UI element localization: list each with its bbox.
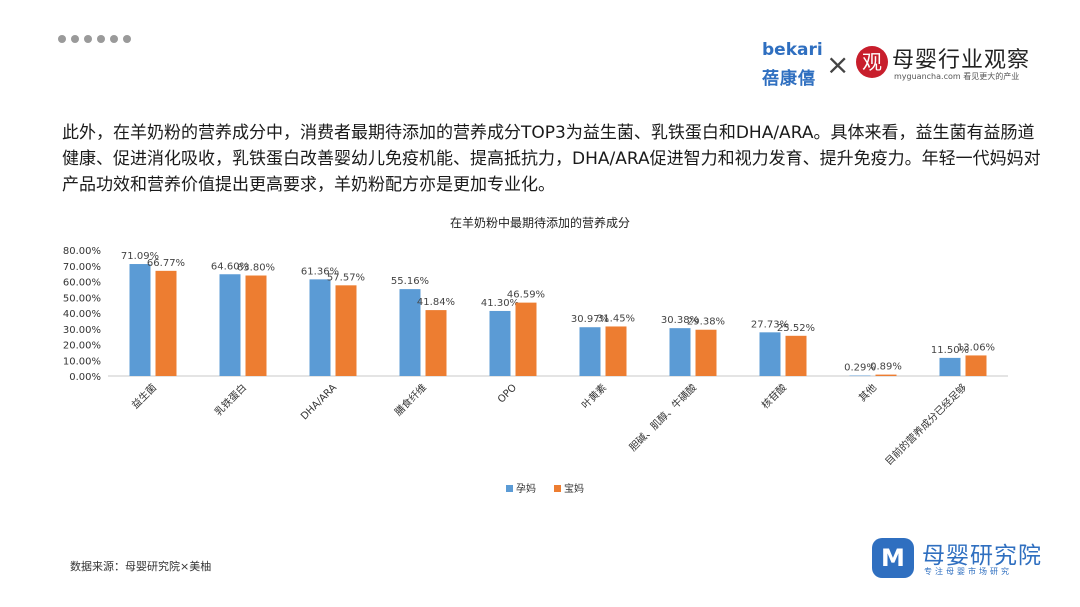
bar-series1	[399, 289, 421, 376]
intro-paragraph: 此外，在羊奶粉的营养成分中，消费者最期待添加的营养成分TOP3为益生菌、乳铁蛋白…	[62, 123, 1041, 195]
x-tick-label: 膳食纤维	[392, 381, 429, 418]
header-logos: bekari 蓓康僖 × 观 母婴行业观察 myguancha.com 看见更大…	[760, 40, 1050, 89]
x-tick-label: 胆碱、肌醇、牛磺酸	[626, 381, 699, 454]
bar-series1	[129, 264, 151, 376]
dot	[71, 35, 79, 43]
data-label: 13.06%	[957, 342, 995, 353]
bar-series2	[875, 374, 897, 376]
research-institute-logo-icon: M	[872, 538, 914, 578]
bar-series1	[669, 328, 691, 376]
times-sign: ×	[826, 48, 850, 81]
dot	[123, 35, 131, 43]
y-tick-label: 80.00%	[63, 246, 101, 257]
bar-series2	[965, 355, 987, 376]
legend-swatch	[506, 485, 513, 492]
bar-series1	[309, 279, 331, 376]
legend-label: 孕妈	[516, 482, 536, 495]
research-institute-name: 母婴研究院	[922, 543, 1042, 569]
bar-series1	[579, 327, 601, 376]
bar-series2	[785, 335, 807, 376]
data-label: 57.57%	[327, 272, 365, 283]
data-label: 66.77%	[147, 258, 185, 269]
data-label: 27.73%	[751, 319, 789, 330]
data-label: 41.30%	[481, 298, 519, 309]
data-label: 64.60%	[211, 261, 249, 272]
brand-name: 母婴行业观察	[892, 48, 1031, 73]
y-tick-label: 40.00%	[63, 309, 101, 320]
bar-series2	[425, 310, 447, 376]
data-label: 25.52%	[777, 323, 815, 334]
y-tick-label: 20.00%	[63, 341, 101, 352]
data-label: 41.84%	[417, 297, 455, 308]
bekari-logo-en: bekari	[762, 40, 823, 60]
data-label: 61.36%	[301, 266, 339, 277]
data-label: 30.97%	[571, 314, 609, 325]
chart-title: 在羊奶粉中最期待添加的营养成分	[450, 215, 630, 230]
data-label: 0.89%	[870, 362, 902, 373]
y-tick-label: 0.00%	[69, 372, 101, 383]
x-tick-label: 目前的营养成分已经足够	[882, 381, 969, 468]
bekari-logo: bekari 蓓康僖	[760, 40, 824, 89]
bar-series2	[155, 270, 177, 376]
bar-series2	[515, 302, 537, 376]
y-tick-label: 60.00%	[63, 278, 101, 289]
dot	[97, 35, 105, 43]
footer-logo: M 母婴研究院 专注母婴市场研究	[872, 536, 1052, 582]
bar-series1	[849, 375, 871, 377]
guancha-logo-icon: 观	[856, 46, 888, 78]
bar-series1	[219, 274, 241, 376]
x-tick-label: 叶黄素	[579, 381, 609, 411]
page-indicator-dots	[58, 35, 131, 43]
x-tick-label: OPO	[496, 382, 519, 405]
data-label: 29.38%	[687, 317, 725, 328]
y-tick-label: 30.00%	[63, 325, 101, 336]
dot	[58, 35, 66, 43]
bekari-logo-cn: 蓓康僖	[762, 69, 816, 89]
x-tick-label: DHA/ARA	[299, 382, 339, 422]
x-tick-label: 益生菌	[129, 381, 159, 411]
bar-series1	[939, 357, 961, 376]
bar-series2	[695, 329, 717, 376]
legend-label: 宝妈	[564, 482, 584, 495]
dot	[110, 35, 118, 43]
data-label: 31.45%	[597, 313, 635, 324]
legend-swatch	[554, 485, 561, 492]
data-label: 71.09%	[121, 251, 159, 262]
data-label: 30.38%	[661, 315, 699, 326]
x-tick-label: 乳铁蛋白	[212, 381, 249, 418]
bar-series2	[605, 326, 627, 376]
data-source: 数据来源：母婴研究院×美柚	[70, 560, 212, 573]
bar-series2	[335, 285, 357, 376]
y-tick-label: 70.00%	[63, 262, 101, 273]
y-tick-label: 50.00%	[63, 293, 101, 304]
y-tick-label: 10.00%	[63, 356, 101, 367]
data-label: 63.80%	[237, 263, 275, 274]
data-label: 46.59%	[507, 290, 545, 301]
bar-series1	[759, 332, 781, 376]
bar-series1	[489, 310, 511, 376]
bar-series2	[245, 275, 267, 376]
x-tick-label: 核苷酸	[759, 381, 789, 411]
data-label: 0.29%	[844, 363, 876, 374]
x-tick-label: 其他	[856, 381, 879, 404]
data-label: 55.16%	[391, 276, 429, 287]
dot	[84, 35, 92, 43]
data-label: 11.50%	[931, 345, 969, 356]
research-institute-slogan: 专注母婴市场研究	[924, 567, 1012, 576]
brand-tagline: myguancha.com 看见更大的产业	[894, 72, 1020, 81]
